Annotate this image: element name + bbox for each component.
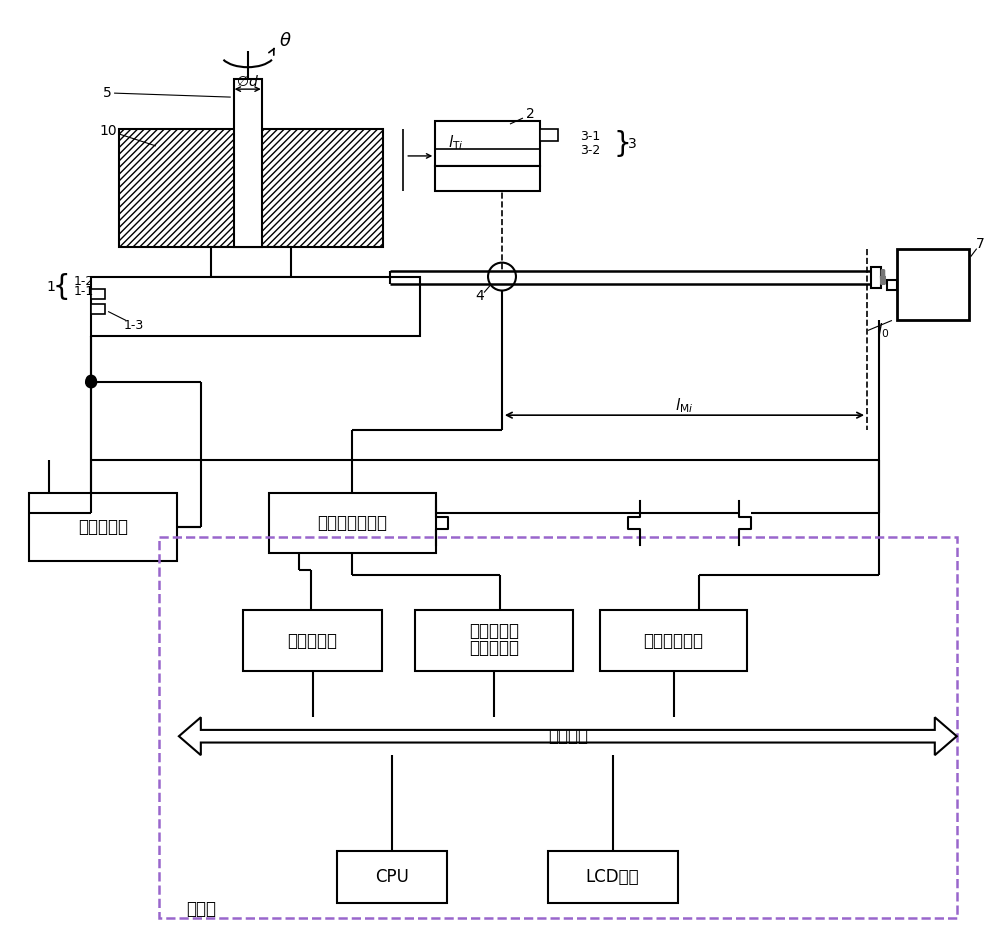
- Text: 7: 7: [976, 237, 985, 251]
- Bar: [871, 266, 881, 288]
- Bar: [435, 166, 540, 191]
- Text: {: {: [52, 273, 70, 300]
- Text: 2: 2: [526, 107, 534, 121]
- Bar: [159, 537, 957, 918]
- Text: }: }: [614, 130, 631, 158]
- Text: $l_0$: $l_0$: [877, 321, 889, 340]
- Text: 激光位移传: 激光位移传: [469, 621, 519, 639]
- Text: 4: 4: [476, 289, 484, 302]
- Text: LCD单元: LCD单元: [586, 868, 639, 885]
- Text: 5: 5: [103, 86, 111, 100]
- Bar: [887, 279, 897, 290]
- Bar: [234, 79, 262, 246]
- Text: $l_{{\rm T}i}$: $l_{{\rm T}i}$: [448, 134, 464, 152]
- Text: 3: 3: [628, 137, 636, 151]
- Text: 1-2: 1-2: [73, 275, 93, 288]
- Text: 1-1: 1-1: [73, 285, 93, 298]
- Text: 工控机: 工控机: [186, 900, 216, 918]
- Text: 步进电机驱动器: 步进电机驱动器: [317, 514, 387, 531]
- Bar: [548, 851, 678, 902]
- Bar: [897, 248, 969, 320]
- Bar: [337, 851, 447, 902]
- Bar: [119, 129, 383, 246]
- Text: 系统总线: 系统总线: [548, 727, 588, 745]
- Text: 伺服驱动器: 伺服驱动器: [78, 518, 128, 536]
- Text: 运动控制卡: 运动控制卡: [288, 632, 338, 649]
- Bar: [435, 121, 540, 166]
- Bar: [91, 277, 420, 336]
- Bar: [91, 289, 105, 298]
- Bar: [269, 493, 436, 553]
- Text: $\theta$: $\theta$: [279, 32, 292, 50]
- Circle shape: [86, 377, 97, 388]
- Text: 1-3: 1-3: [124, 319, 144, 332]
- Bar: [91, 305, 105, 314]
- Bar: [211, 246, 291, 277]
- Bar: [600, 610, 747, 671]
- Text: 1: 1: [47, 279, 56, 294]
- Bar: [540, 129, 558, 141]
- Text: 编码器计数卡: 编码器计数卡: [644, 632, 704, 649]
- Bar: [243, 610, 382, 671]
- Text: 感器采集卡: 感器采集卡: [469, 639, 519, 657]
- Text: $l_{{\rm M}i}$: $l_{{\rm M}i}$: [675, 396, 694, 414]
- Text: 3-2: 3-2: [580, 144, 600, 158]
- Text: $\varnothing d$: $\varnothing d$: [236, 74, 259, 89]
- Circle shape: [86, 376, 96, 385]
- Text: 10: 10: [99, 124, 117, 138]
- Bar: [29, 493, 177, 561]
- Polygon shape: [179, 717, 957, 755]
- Bar: [415, 610, 573, 671]
- Text: 3-1: 3-1: [580, 130, 600, 143]
- Text: CPU: CPU: [375, 868, 409, 885]
